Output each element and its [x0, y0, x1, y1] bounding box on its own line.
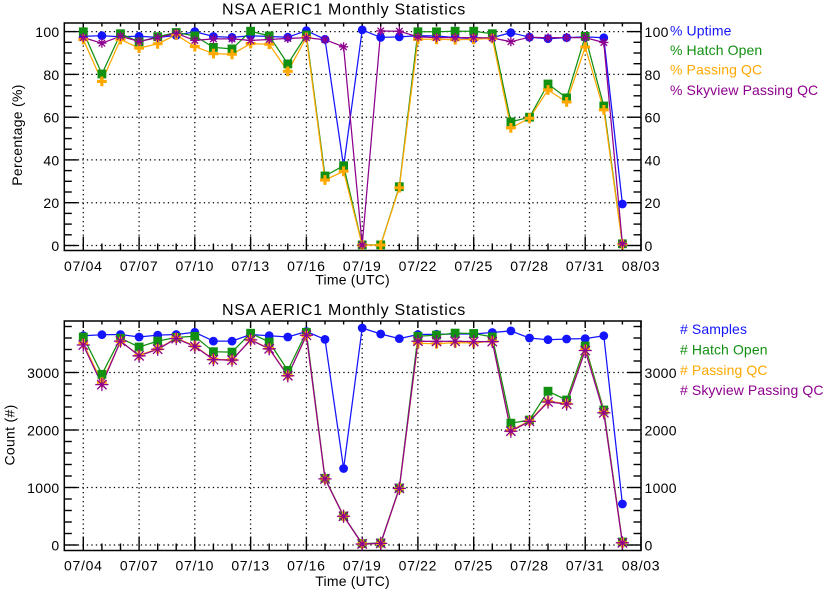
svg-text:# Samples: # Samples — [680, 321, 747, 337]
svg-text:# Skyview Passing QC: # Skyview Passing QC — [680, 382, 824, 398]
svg-text:100: 100 — [645, 24, 669, 40]
svg-text:Percentage (%): Percentage (%) — [9, 84, 25, 185]
svg-text:20: 20 — [43, 195, 59, 211]
svg-text:100: 100 — [35, 24, 59, 40]
svg-text:07/04: 07/04 — [64, 258, 103, 274]
svg-text:2000: 2000 — [645, 423, 677, 439]
svg-text:1000: 1000 — [27, 480, 59, 496]
svg-text:07/10: 07/10 — [176, 557, 215, 573]
svg-text:% Skyview Passing QC: % Skyview Passing QC — [670, 82, 818, 98]
svg-text:20: 20 — [645, 195, 661, 211]
svg-text:80: 80 — [645, 67, 661, 83]
svg-text:07/25: 07/25 — [454, 557, 493, 573]
svg-text:07/13: 07/13 — [231, 557, 270, 573]
svg-text:08/03: 08/03 — [622, 557, 661, 573]
svg-text:07/07: 07/07 — [120, 557, 159, 573]
svg-text:# Hatch Open: # Hatch Open — [680, 341, 768, 357]
svg-text:3000: 3000 — [645, 365, 677, 381]
svg-text:08/03: 08/03 — [622, 258, 661, 274]
svg-text:07/22: 07/22 — [399, 557, 438, 573]
svg-text:2000: 2000 — [27, 423, 59, 439]
svg-text:07/25: 07/25 — [454, 258, 493, 274]
svg-text:60: 60 — [43, 110, 59, 126]
svg-text:40: 40 — [645, 152, 661, 168]
svg-text:# Passing QC: # Passing QC — [680, 362, 768, 378]
svg-text:NSA AERIC1 Monthly Statistics: NSA AERIC1 Monthly Statistics — [222, 302, 466, 319]
svg-text:1000: 1000 — [645, 480, 677, 496]
svg-text:% Uptime: % Uptime — [670, 23, 732, 39]
svg-text:0: 0 — [645, 238, 653, 254]
svg-text:0: 0 — [51, 538, 59, 554]
svg-text:07/10: 07/10 — [176, 258, 215, 274]
svg-text:07/04: 07/04 — [64, 557, 103, 573]
svg-text:NSA AERIC1 Monthly Statistics: NSA AERIC1 Monthly Statistics — [222, 1, 466, 18]
svg-text:07/13: 07/13 — [231, 258, 270, 274]
svg-text:% Passing QC: % Passing QC — [670, 62, 762, 78]
svg-text:07/07: 07/07 — [120, 258, 159, 274]
svg-text:0: 0 — [51, 238, 59, 254]
svg-text:0: 0 — [645, 538, 653, 554]
svg-text:07/16: 07/16 — [287, 258, 326, 274]
svg-text:% Hatch Open: % Hatch Open — [670, 42, 762, 58]
svg-text:3000: 3000 — [27, 365, 59, 381]
svg-text:07/19: 07/19 — [343, 557, 382, 573]
svg-text:80: 80 — [43, 67, 59, 83]
svg-text:40: 40 — [43, 152, 59, 168]
svg-text:07/19: 07/19 — [343, 258, 382, 274]
svg-text:Count (#): Count (#) — [2, 404, 18, 465]
svg-text:07/16: 07/16 — [287, 557, 326, 573]
svg-text:07/31: 07/31 — [566, 557, 605, 573]
svg-text:Time (UTC): Time (UTC) — [315, 272, 390, 288]
svg-text:07/31: 07/31 — [566, 258, 605, 274]
svg-text:07/28: 07/28 — [510, 258, 549, 274]
svg-text:07/28: 07/28 — [510, 557, 549, 573]
svg-text:60: 60 — [645, 110, 661, 126]
svg-text:Time (UTC): Time (UTC) — [315, 573, 390, 589]
svg-text:07/22: 07/22 — [399, 258, 438, 274]
